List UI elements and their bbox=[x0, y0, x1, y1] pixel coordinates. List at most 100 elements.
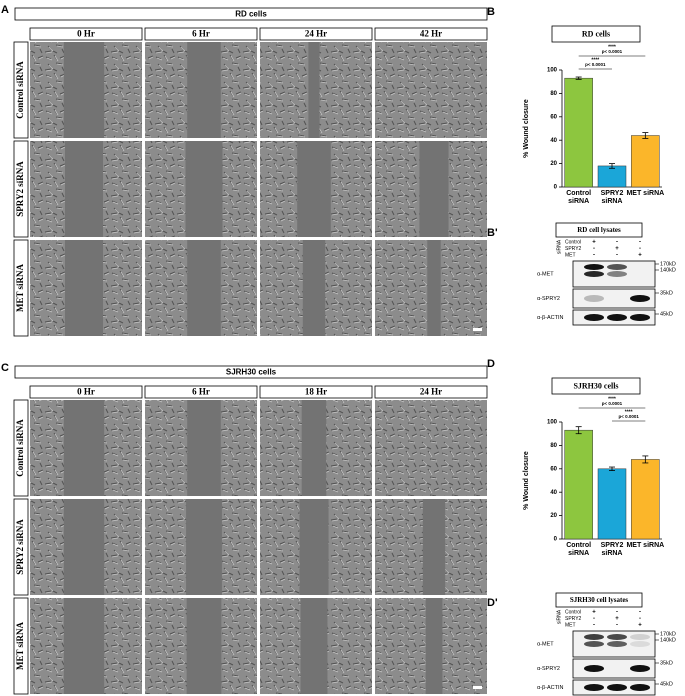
condition-label: Control bbox=[565, 609, 581, 615]
p-value: p< 0.0001 bbox=[602, 401, 623, 406]
marker-label: 170kD bbox=[660, 631, 676, 637]
band bbox=[584, 295, 604, 302]
antibody-label: α-MET bbox=[537, 271, 554, 277]
band bbox=[584, 314, 604, 321]
blot-title-box bbox=[555, 592, 643, 608]
row-label-box bbox=[13, 41, 29, 139]
band bbox=[584, 264, 604, 270]
wound-gap bbox=[419, 141, 449, 237]
significance-stars: **** bbox=[591, 57, 599, 63]
wound-gap bbox=[63, 42, 105, 138]
y-tick-label: 60 bbox=[550, 466, 557, 472]
band bbox=[584, 641, 604, 647]
error-bar bbox=[642, 132, 649, 139]
chart-title: SJRH30 cells bbox=[573, 381, 618, 390]
antibody-label: α-MET bbox=[537, 641, 554, 647]
panel-label: C bbox=[1, 362, 9, 374]
sign: + bbox=[615, 616, 619, 622]
column-header-box bbox=[374, 385, 488, 399]
row-label: MET siRNA bbox=[15, 621, 25, 670]
column-header-box bbox=[29, 385, 143, 399]
blot-title: RD cell lysates bbox=[577, 226, 621, 234]
column-header: 0 Hr bbox=[77, 29, 95, 39]
wound-gap bbox=[187, 42, 221, 138]
wound-gap bbox=[64, 240, 104, 336]
wound-gap bbox=[300, 598, 328, 694]
wound-gap bbox=[427, 240, 441, 336]
sign: - bbox=[593, 623, 595, 629]
column-header: 24 Hr bbox=[420, 387, 442, 397]
y-axis-label: % Wound closure bbox=[523, 99, 530, 158]
sign: - bbox=[639, 246, 641, 252]
antibody-label: α-SPRY2 bbox=[537, 296, 560, 302]
y-tick-label: 40 bbox=[550, 138, 557, 144]
row-label: SPRY2 siRNA bbox=[15, 161, 25, 217]
x-tick-label: Control siRNA bbox=[566, 190, 592, 205]
column-header: 6 Hr bbox=[192, 387, 210, 397]
x-tick-label: MET siRNA bbox=[626, 542, 665, 549]
panel-label: B' bbox=[487, 227, 498, 239]
marker-label: 140kD bbox=[660, 637, 676, 643]
x-tick-label: MET siRNA bbox=[626, 190, 665, 197]
sign: - bbox=[593, 616, 595, 622]
wound-gap bbox=[187, 400, 221, 496]
bar bbox=[564, 77, 593, 188]
marker-label: 45kD bbox=[660, 681, 673, 687]
sign: - bbox=[593, 253, 595, 259]
column-header: 18 Hr bbox=[305, 387, 327, 397]
row-label-box bbox=[13, 597, 29, 695]
column-header-box bbox=[259, 27, 373, 41]
antibody-label: α-β-ACTIN bbox=[537, 315, 564, 321]
column-header-box bbox=[144, 27, 258, 41]
condition-label: MET bbox=[565, 622, 576, 628]
y-tick-label: 0 bbox=[554, 185, 558, 191]
wound-gap bbox=[64, 141, 104, 237]
column-header: 0 Hr bbox=[77, 387, 95, 397]
micrograph-cells bbox=[375, 400, 487, 496]
group-label: siRNA bbox=[556, 239, 562, 254]
wound-gap bbox=[187, 240, 221, 336]
band bbox=[584, 634, 604, 640]
sign: - bbox=[639, 240, 641, 246]
band bbox=[607, 684, 627, 691]
sign: - bbox=[616, 240, 618, 246]
condition-label: MET bbox=[565, 252, 576, 258]
x-tick-label: SPRY2 siRNA bbox=[600, 190, 624, 205]
band bbox=[630, 634, 650, 640]
y-axis-label: % Wound closure bbox=[523, 451, 530, 510]
row-label-box bbox=[13, 399, 29, 497]
sign: - bbox=[616, 610, 618, 616]
y-tick-label: 100 bbox=[547, 68, 558, 74]
column-header-box bbox=[29, 27, 143, 41]
bar bbox=[597, 165, 627, 188]
marker-label: 170kD bbox=[660, 261, 676, 267]
column-header-box bbox=[144, 385, 258, 399]
blot-title-box bbox=[555, 222, 643, 238]
panel-title-box bbox=[14, 7, 488, 21]
sign: + bbox=[592, 240, 596, 246]
band bbox=[630, 641, 650, 647]
row-label-box bbox=[13, 140, 29, 238]
y-tick-label: 0 bbox=[554, 537, 558, 543]
sign: - bbox=[639, 610, 641, 616]
wound-gap bbox=[63, 400, 105, 496]
row-label: Control siRNA bbox=[15, 419, 25, 477]
row-label: SPRY2 siRNA bbox=[15, 519, 25, 575]
blot bbox=[572, 288, 656, 309]
band bbox=[630, 295, 650, 302]
band bbox=[584, 684, 604, 691]
column-header-box bbox=[374, 27, 488, 41]
antibody-label: α-β-ACTIN bbox=[537, 685, 564, 691]
band bbox=[630, 314, 650, 321]
antibody-label: α-SPRY2 bbox=[537, 666, 560, 672]
chart-title-box bbox=[551, 25, 641, 43]
wound-gap bbox=[186, 499, 222, 595]
wound-gap bbox=[297, 141, 331, 237]
error-bar bbox=[575, 426, 582, 435]
bar bbox=[597, 468, 627, 540]
row-label: Control siRNA bbox=[15, 61, 25, 119]
wound-gap bbox=[301, 400, 327, 496]
bar bbox=[631, 459, 660, 540]
y-tick-label: 80 bbox=[550, 91, 557, 97]
